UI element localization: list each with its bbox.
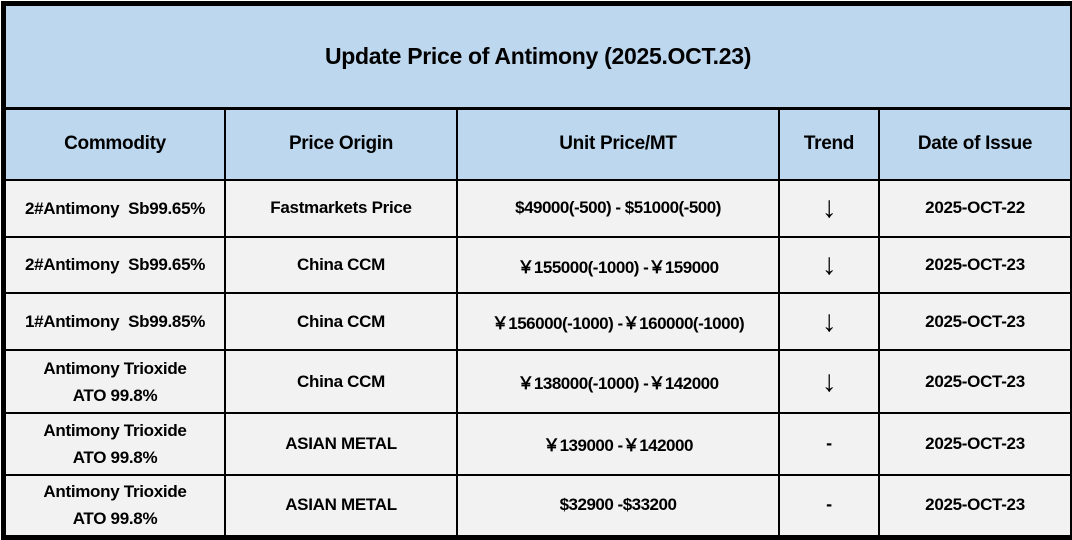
commodity-cell: Antimony Trioxide ATO 99.8% bbox=[4, 473, 226, 538]
price-origin-cell: China CCM bbox=[224, 292, 458, 352]
column-header-date-of-issue: Date of Issue bbox=[877, 107, 1072, 181]
price-origin-cell: ASIAN METAL bbox=[224, 412, 458, 476]
trend-indicator: ↓ bbox=[778, 292, 880, 352]
no-change-dash: - bbox=[826, 494, 832, 515]
title-row: Update Price of Antimony (2025.OCT.23) bbox=[3, 4, 1072, 111]
column-header-commodity: Commodity bbox=[4, 107, 226, 181]
table-row: 2#Antimony Sb99.65% China CCM ￥155000(-1… bbox=[4, 235, 1072, 295]
date-cell: 2025-OCT-23 bbox=[877, 235, 1072, 295]
price-origin-cell: ASIAN METAL bbox=[224, 473, 458, 538]
antimony-price-table: Update Price of Antimony (2025.OCT.23) C… bbox=[3, 4, 1072, 538]
page-title: Update Price of Antimony (2025.OCT.23) bbox=[3, 4, 1072, 111]
date-cell: 2025-OCT-23 bbox=[877, 349, 1072, 415]
trend-indicator: - bbox=[778, 473, 880, 538]
no-change-dash: - bbox=[826, 432, 832, 453]
table-row: 1#Antimony Sb99.85% China CCM ￥156000(-1… bbox=[4, 292, 1072, 352]
column-header-trend: Trend bbox=[778, 107, 880, 181]
commodity-cell: Antimony Trioxide ATO 99.8% bbox=[4, 412, 226, 476]
date-cell: 2025-OCT-23 bbox=[877, 473, 1072, 538]
unit-price-cell: ￥139000 -￥142000 bbox=[456, 412, 780, 476]
date-cell: 2025-OCT-22 bbox=[877, 178, 1072, 238]
table-row: 2#Antimony Sb99.65% Fastmarkets Price $4… bbox=[4, 178, 1072, 238]
trend-indicator: ↓ bbox=[778, 349, 880, 415]
down-arrow-icon: ↓ bbox=[821, 191, 837, 225]
down-arrow-icon: ↓ bbox=[821, 248, 837, 282]
price-origin-cell: China CCM bbox=[224, 235, 458, 295]
down-arrow-icon: ↓ bbox=[821, 364, 837, 398]
commodity-cell: Antimony Trioxide ATO 99.8% bbox=[4, 349, 226, 415]
table-row: Antimony Trioxide ATO 99.8% ASIAN METAL … bbox=[4, 473, 1072, 538]
unit-price-cell: $49000(-500) - $51000(-500) bbox=[456, 178, 780, 238]
unit-price-cell: ￥156000(-1000) -￥160000(-1000) bbox=[456, 292, 780, 352]
commodity-cell: 2#Antimony Sb99.65% bbox=[4, 178, 226, 238]
header-row: Commodity Price Origin Unit Price/MT Tre… bbox=[4, 107, 1072, 181]
trend-indicator: ↓ bbox=[778, 235, 880, 295]
table-row: Antimony Trioxide ATO 99.8% China CCM ￥1… bbox=[4, 349, 1072, 415]
unit-price-cell: ￥138000(-1000) -￥142000 bbox=[456, 349, 780, 415]
trend-indicator: ↓ bbox=[778, 178, 880, 238]
column-header-price-origin: Price Origin bbox=[224, 107, 458, 181]
date-cell: 2025-OCT-23 bbox=[877, 412, 1072, 476]
date-cell: 2025-OCT-23 bbox=[877, 292, 1072, 352]
price-origin-cell: Fastmarkets Price bbox=[224, 178, 458, 238]
down-arrow-icon: ↓ bbox=[821, 304, 837, 338]
unit-price-cell: ￥155000(-1000) -￥159000 bbox=[456, 235, 780, 295]
commodity-cell: 1#Antimony Sb99.85% bbox=[4, 292, 226, 352]
table-row: Antimony Trioxide ATO 99.8% ASIAN METAL … bbox=[4, 412, 1072, 476]
unit-price-cell: $32900 -$33200 bbox=[456, 473, 780, 538]
column-header-unit-price: Unit Price/MT bbox=[456, 107, 780, 181]
commodity-cell: 2#Antimony Sb99.65% bbox=[4, 235, 226, 295]
trend-indicator: - bbox=[778, 412, 880, 476]
price-origin-cell: China CCM bbox=[224, 349, 458, 415]
